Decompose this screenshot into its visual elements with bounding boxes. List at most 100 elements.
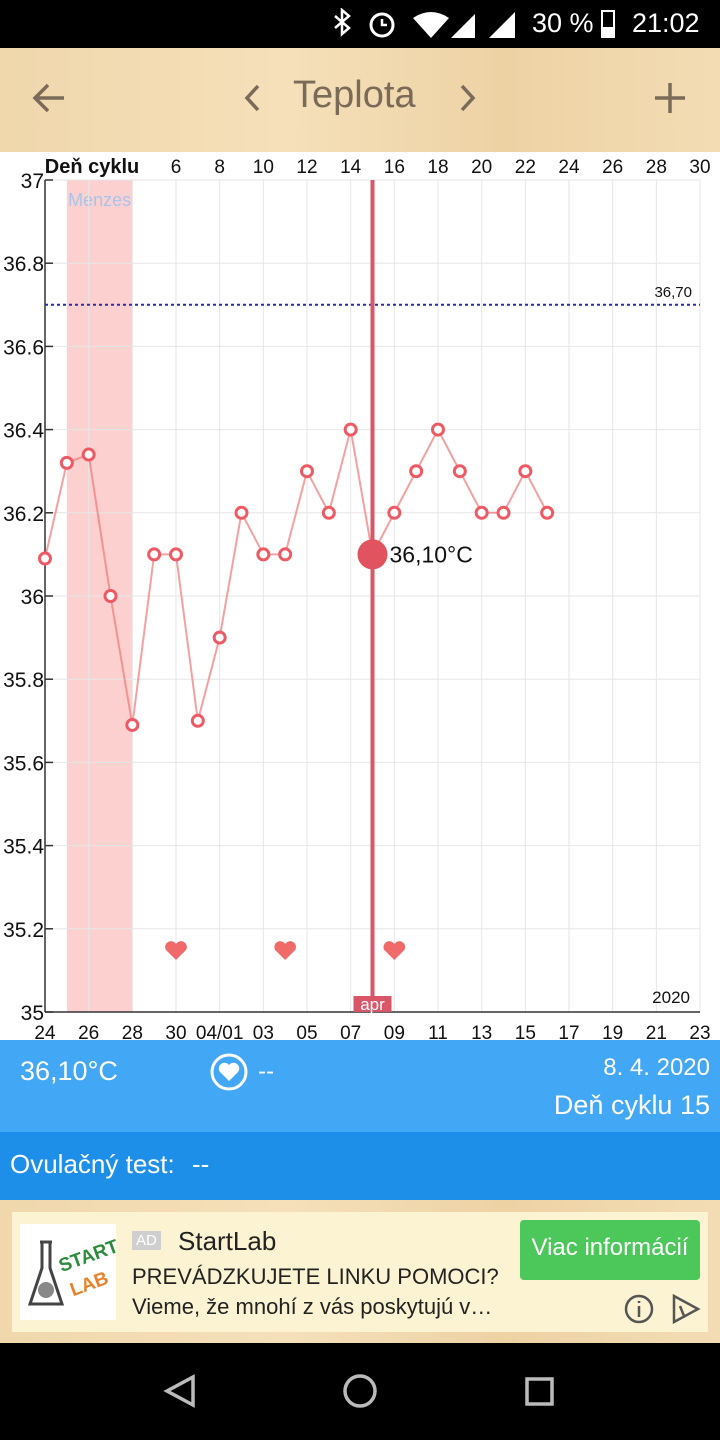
y-tick-label: 35.6: [3, 752, 44, 775]
y-tick-label: 35.4: [3, 836, 44, 859]
ad-area: START LAB AD StartLab PREVÁDZKUJETE LINK…: [0, 1200, 720, 1343]
x-tick-label: 07: [340, 1023, 361, 1040]
heart-marker: [383, 941, 406, 960]
temperature-point: [278, 547, 293, 562]
x-tick-label: 03: [253, 1023, 274, 1040]
month-label: apr: [360, 995, 385, 1014]
temperature-point: [147, 547, 162, 562]
temperature-point: [59, 455, 74, 470]
x2-tick-label: 22: [515, 157, 536, 178]
temperature-point: [256, 547, 271, 562]
temperature-point: [474, 505, 489, 520]
next-button[interactable]: [454, 82, 480, 114]
battery-icon: [601, 10, 615, 38]
previous-button[interactable]: [240, 82, 266, 114]
screen-title: Teplota: [293, 74, 416, 116]
x2-tick-label: 12: [296, 157, 317, 178]
x2-tick-label: 8: [214, 157, 225, 178]
temperature-point: [387, 505, 402, 520]
ad-card[interactable]: START LAB AD StartLab PREVÁDZKUJETE LINK…: [12, 1212, 708, 1332]
y-tick-label: 35.8: [3, 669, 44, 692]
ad-button[interactable]: Viac informácií: [520, 1220, 700, 1280]
x-tick-label: 28: [122, 1023, 143, 1040]
x2-tick-label: 14: [340, 157, 362, 178]
battery-percent: 30 %: [532, 8, 594, 38]
ad-info-icons[interactable]: [622, 1292, 702, 1326]
temperature-point: [169, 547, 183, 562]
y-tick-label: 36.4: [3, 420, 44, 443]
x2-tick-label: 18: [427, 157, 448, 178]
clock: 21:02: [632, 8, 700, 38]
ovulation-panel[interactable]: Ovulačný test: --: [0, 1132, 720, 1200]
x2-tick-label: 6: [171, 157, 182, 178]
x-tick-label: 04/01: [196, 1023, 244, 1040]
x-tick-label: 17: [558, 1023, 579, 1040]
ovulation-label: Ovulačný test:: [10, 1149, 175, 1179]
x2-tick-label: 30: [689, 157, 710, 178]
ad-badge: AD: [132, 1231, 161, 1250]
temperature-point: [409, 464, 424, 479]
x-tick-label: 15: [515, 1023, 536, 1040]
reference-label: 36,70: [654, 284, 692, 301]
y-tick-label: 35.2: [3, 919, 44, 942]
back-button[interactable]: [30, 80, 70, 116]
temperature-line: [44, 427, 549, 726]
x2-tick-label: 28: [646, 157, 667, 178]
temperature-point: [234, 505, 249, 520]
y-tick-label: 35: [21, 1002, 44, 1025]
ad-headline: PREVÁDZKUJETE LINKU POMOCI?: [132, 1264, 499, 1289]
x2-tick-label: 24: [558, 157, 580, 178]
heart-icon: [210, 1053, 248, 1091]
selected-point: [357, 539, 388, 570]
cycle-day: Deň cyklu 15: [553, 1090, 710, 1120]
heart-value: --: [258, 1058, 274, 1085]
temperature-point: [103, 589, 118, 603]
temperature-point: [518, 464, 533, 479]
temperature-chart: Menzes 35 35.2 35.4 35.6 35.8 36 36.2 36.4 36.6 36…: [0, 152, 720, 1040]
temperature-value: 36,10°C: [20, 1056, 118, 1086]
nav-buttons: [163, 1374, 554, 1408]
y-tick-label: 36.6: [3, 336, 44, 359]
temperature-point: [212, 630, 227, 645]
ad-logo: START LAB: [20, 1224, 121, 1320]
month-badge: [353, 996, 392, 1012]
temperature-point: [321, 505, 336, 520]
temperature-point: [452, 464, 467, 479]
temperature-point: [540, 505, 555, 520]
day-info-panel: 36,10°C -- 8. 4. 2020 Deň cyklu 15: [0, 1040, 720, 1132]
x2-tick-label: 16: [384, 157, 405, 178]
add-button[interactable]: [652, 80, 688, 116]
temperature-point: [38, 551, 52, 566]
x-tick-label: 23: [689, 1023, 710, 1040]
y-tick-label: 37: [21, 170, 44, 193]
period-label: Menzes: [68, 190, 131, 210]
x-tick-label: 09: [384, 1023, 405, 1040]
status-bar: 30 % 21:02: [0, 0, 720, 48]
year-label: 2020: [652, 988, 690, 1007]
temperature-point: [496, 505, 511, 520]
x2-tick-label: 20: [471, 157, 492, 178]
x-tick-label: 19: [602, 1023, 623, 1040]
y-tick-label: 36: [21, 586, 44, 609]
heart-marker: [165, 941, 187, 960]
x-tick-label: 11: [428, 1023, 448, 1040]
x-tick-label: 13: [471, 1023, 492, 1040]
x-tick-label: 24: [34, 1023, 56, 1040]
date: 8. 4. 2020: [603, 1054, 710, 1081]
temperature-point: [343, 422, 358, 437]
x2-axis-label: Deň cyklu: [45, 156, 139, 178]
x-tick-label: 05: [296, 1023, 317, 1040]
y-tick-label: 36.2: [3, 503, 44, 526]
ad-button-label: Viac informácií: [531, 1234, 689, 1261]
temperature-point: [190, 713, 205, 728]
temperature-point: [300, 464, 314, 479]
temperature-point: [431, 422, 445, 437]
x2-tick-label: 10: [253, 157, 274, 178]
status-icons: [334, 8, 515, 38]
ad-body: Vieme, že mnohí z vás poskytujú v…: [132, 1294, 493, 1319]
x-tick-label: 30: [165, 1023, 186, 1040]
temperature-point: [81, 447, 96, 462]
x-tick-label: 26: [78, 1023, 99, 1040]
ad-advertiser: StartLab: [178, 1226, 277, 1256]
